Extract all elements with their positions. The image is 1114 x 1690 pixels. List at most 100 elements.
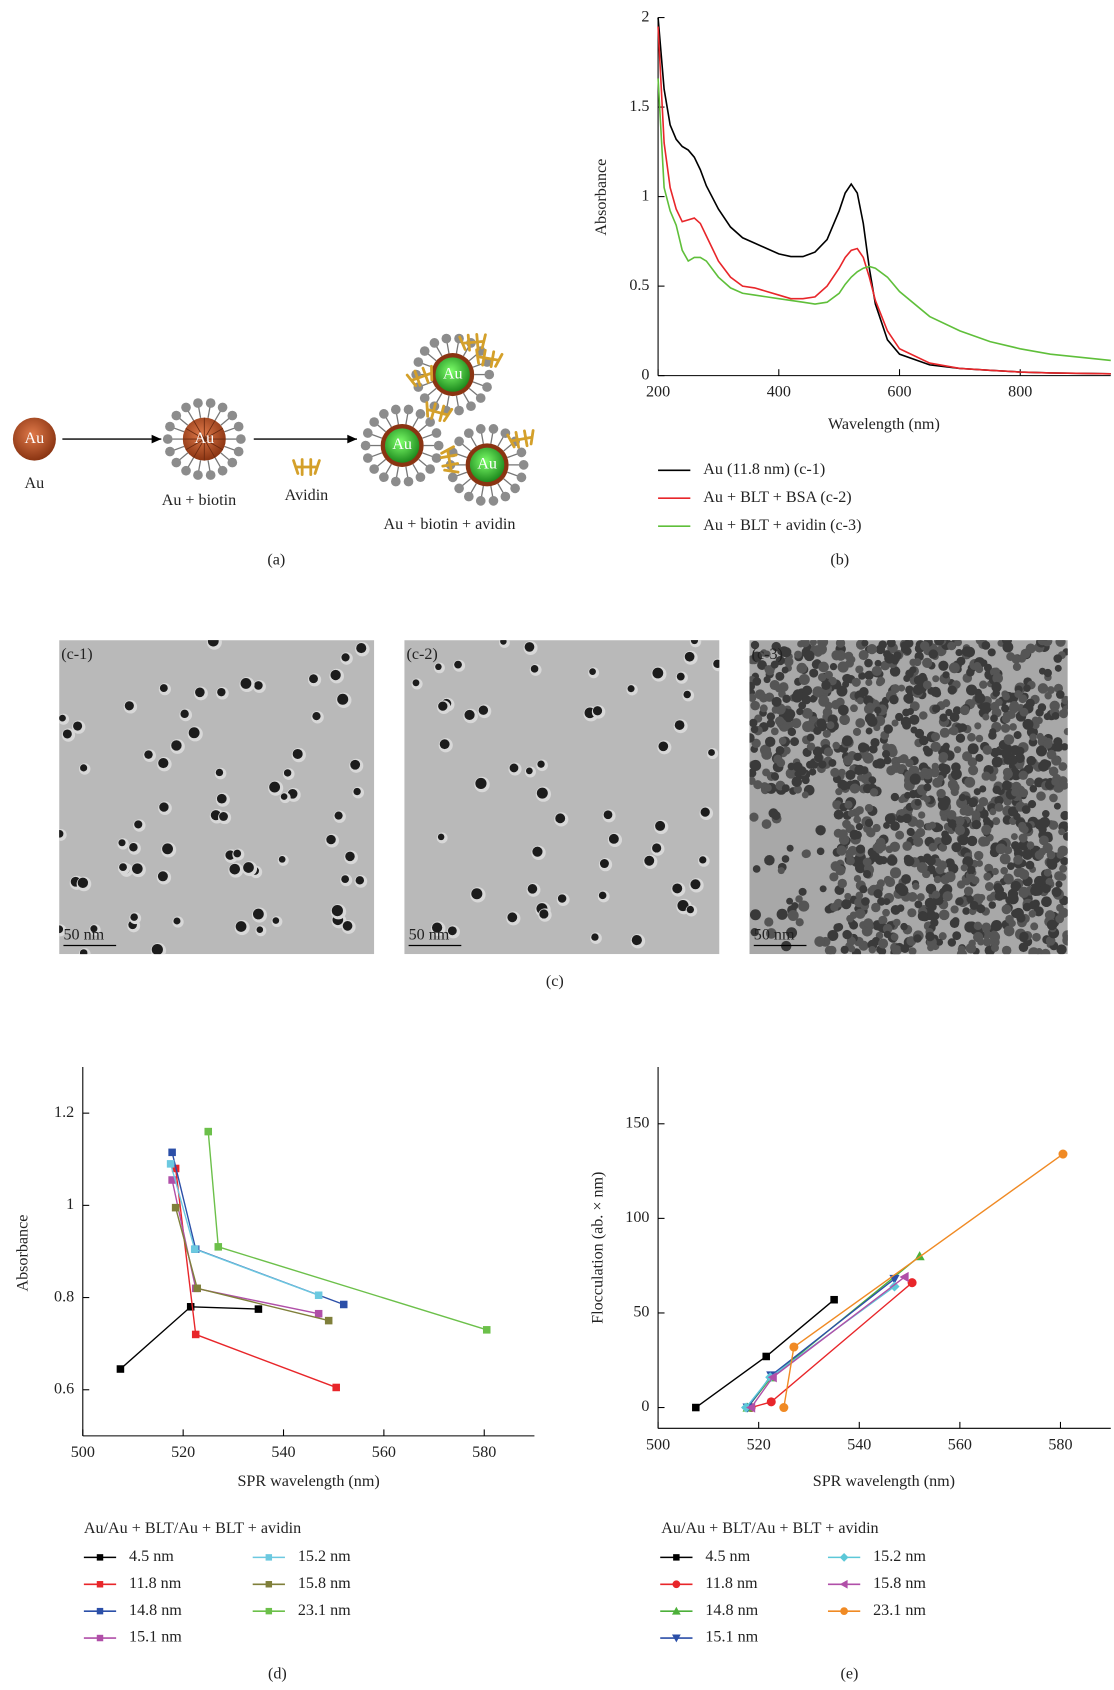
- biotin: [454, 437, 464, 447]
- diagram-label: Avidin: [285, 487, 329, 504]
- nanoparticle: [699, 856, 706, 863]
- nanoparticle: [632, 935, 642, 945]
- particle-label: Au: [392, 436, 412, 453]
- nanoparticle: [687, 906, 694, 913]
- nanoparticle: [1009, 701, 1019, 711]
- nanoparticle: [863, 870, 871, 878]
- panel-label: (c): [546, 973, 564, 990]
- nanoparticle: [982, 714, 989, 721]
- legend-label: Au (11.8 nm) (c-1): [703, 461, 825, 478]
- nanoparticle: [507, 912, 517, 922]
- nanoparticle: [915, 799, 922, 806]
- nanoparticle: [341, 875, 349, 883]
- nanoparticle: [866, 728, 873, 735]
- nanoparticle: [604, 810, 613, 819]
- nanoparticle: [991, 944, 999, 952]
- micrograph-label: (c-1): [61, 646, 92, 663]
- nanoparticle: [807, 734, 815, 742]
- nanoparticle: [859, 885, 867, 893]
- nanoparticle: [841, 946, 849, 954]
- nanoparticle: [932, 675, 939, 682]
- nanoparticle: [1059, 873, 1066, 880]
- nanoparticle: [901, 874, 911, 884]
- nanoparticle: [591, 933, 598, 940]
- nanoparticle: [1029, 901, 1038, 910]
- nanoparticle: [792, 777, 803, 788]
- marker: [483, 1326, 491, 1334]
- marker: [215, 1243, 223, 1251]
- nanoparticle: [919, 711, 928, 720]
- nanoparticle: [871, 903, 880, 912]
- marker: [117, 1365, 125, 1373]
- nanoparticle: [902, 814, 911, 823]
- nanoparticle: [1047, 750, 1057, 760]
- legend-label: 15.1 nm: [129, 1629, 182, 1646]
- nanoparticle: [78, 878, 88, 888]
- nanoparticle: [1047, 860, 1057, 870]
- nanoparticle: [968, 798, 978, 808]
- nanoparticle: [152, 944, 163, 955]
- biotin: [464, 492, 474, 502]
- nanoparticle: [1022, 849, 1033, 860]
- nanoparticle: [330, 670, 340, 680]
- nanoparticle: [830, 903, 839, 912]
- nanoparticle: [839, 714, 850, 725]
- nanoparticle: [981, 772, 990, 781]
- nanoparticle: [217, 688, 225, 696]
- nanoparticle: [767, 712, 775, 720]
- nanoparticle: [816, 644, 827, 655]
- nanoparticle: [979, 681, 987, 689]
- x-axis-label: SPR wavelength (nm): [813, 1473, 955, 1490]
- nanoparticle: [356, 876, 364, 884]
- nanoparticle: [914, 900, 922, 908]
- biotin: [391, 477, 401, 487]
- nanoparticle: [683, 691, 690, 698]
- nanoparticle: [907, 828, 915, 836]
- nanoparticle: [895, 831, 904, 840]
- nanoparticle: [814, 936, 825, 947]
- nanoparticle: [810, 696, 817, 703]
- nanoparticle: [1038, 683, 1048, 693]
- nanoparticle: [964, 922, 975, 933]
- nanoparticle: [802, 708, 813, 719]
- marker: [315, 1291, 323, 1299]
- nanoparticle: [628, 685, 635, 692]
- nanoparticle: [827, 721, 835, 729]
- nanoparticle: [1045, 910, 1055, 920]
- nanoparticle: [526, 768, 533, 775]
- nanoparticle: [787, 845, 794, 852]
- biotin: [363, 428, 373, 438]
- nanoparticle: [828, 759, 836, 767]
- nanoparticle: [932, 704, 940, 712]
- nanoparticle: [788, 728, 796, 736]
- nanoparticle: [971, 810, 980, 819]
- nanoparticle: [950, 918, 959, 927]
- nanoparticle: [1009, 723, 1017, 731]
- nanoparticle: [796, 708, 803, 715]
- nanoparticle: [537, 761, 544, 768]
- nanoparticle: [233, 850, 241, 858]
- nanoparticle: [760, 704, 768, 712]
- nanoparticle: [528, 884, 538, 894]
- nanoparticle: [902, 841, 912, 851]
- nanoparticle: [171, 740, 181, 750]
- nanoparticle: [939, 910, 950, 921]
- nanoparticle: [935, 824, 943, 832]
- nanoparticle: [454, 661, 462, 669]
- nanoparticle: [875, 758, 885, 768]
- nanoparticle: [976, 735, 984, 743]
- nanoparticle: [904, 792, 911, 799]
- nanoparticle: [180, 710, 188, 718]
- biotin: [234, 447, 244, 457]
- legend-label: 15.2 nm: [298, 1548, 351, 1565]
- nanoparticle: [73, 721, 82, 730]
- nanoparticle: [874, 889, 883, 898]
- nanoparticle: [853, 728, 861, 736]
- x-tick-label: 540: [271, 1444, 295, 1461]
- nanoparticle: [962, 646, 972, 656]
- nanoparticle: [839, 829, 848, 838]
- nanoparticle: [1012, 655, 1021, 664]
- y-tick-label: 100: [625, 1209, 649, 1226]
- nanoparticle: [856, 823, 863, 830]
- nanoparticle: [1011, 833, 1018, 840]
